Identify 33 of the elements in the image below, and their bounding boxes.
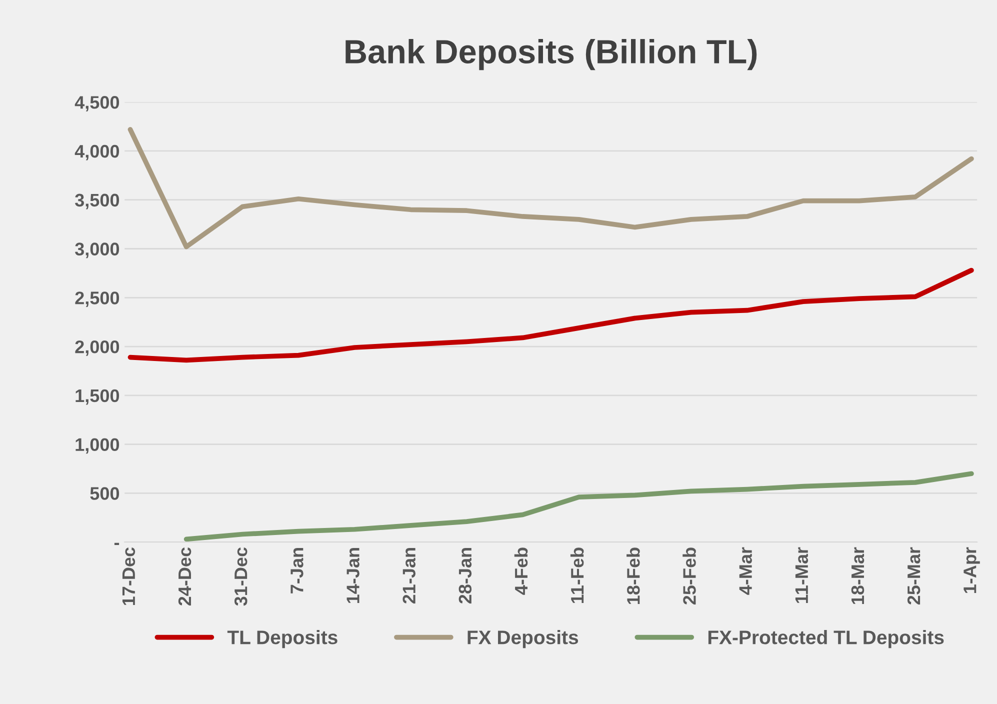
y-tick-label: 500 bbox=[90, 487, 120, 500]
y-tick-label: - bbox=[114, 542, 120, 546]
x-tick-label: 18-Feb bbox=[626, 548, 640, 604]
x-tick-label: 1-Apr bbox=[964, 547, 980, 593]
line-series bbox=[128, 127, 974, 250]
x-tick-label: 7-Jan bbox=[290, 548, 304, 594]
x-tick-label: 14-Jan bbox=[346, 548, 360, 604]
x-tick-label: 11-Mar bbox=[795, 547, 808, 604]
y-tick-label: 3,000 bbox=[75, 242, 120, 258]
line-series bbox=[184, 471, 974, 542]
x-tick-label: 31-Dec bbox=[234, 547, 248, 606]
chart-title: Bank Deposits (Billion TL) bbox=[346, 39, 757, 70]
x-tick-label: 18-Mar bbox=[851, 547, 864, 604]
x-tick-label: 11-Feb bbox=[570, 548, 584, 603]
x-tick-label: 4-Feb bbox=[514, 548, 528, 595]
legend-label: FX-Protected TL Deposits bbox=[708, 630, 944, 648]
y-tick-label: 1,000 bbox=[76, 438, 120, 454]
x-tick-label: 25-Mar bbox=[907, 547, 920, 605]
line-series bbox=[128, 268, 974, 363]
x-tick-label: 21-Jan bbox=[402, 548, 416, 604]
y-tick-label: 2,500 bbox=[75, 292, 120, 307]
y-tick-label: 2,000 bbox=[75, 340, 120, 356]
x-tick-label: 17-Dec bbox=[122, 547, 136, 606]
legend-label: FX Deposits bbox=[468, 630, 578, 648]
x-tick-label: 4-Mar bbox=[739, 547, 752, 595]
y-tick-label: 1,500 bbox=[76, 389, 120, 405]
y-tick-label: 3,500 bbox=[75, 194, 120, 210]
y-tick-label: 4,500 bbox=[74, 96, 120, 112]
legend-label: TL Deposits bbox=[227, 630, 338, 648]
x-tick-label: 24-Dec bbox=[178, 547, 192, 606]
y-tick-label: 4,000 bbox=[74, 144, 120, 160]
x-tick-label: 28-Jan bbox=[458, 548, 472, 604]
x-tick-label: 25-Feb bbox=[682, 548, 696, 605]
